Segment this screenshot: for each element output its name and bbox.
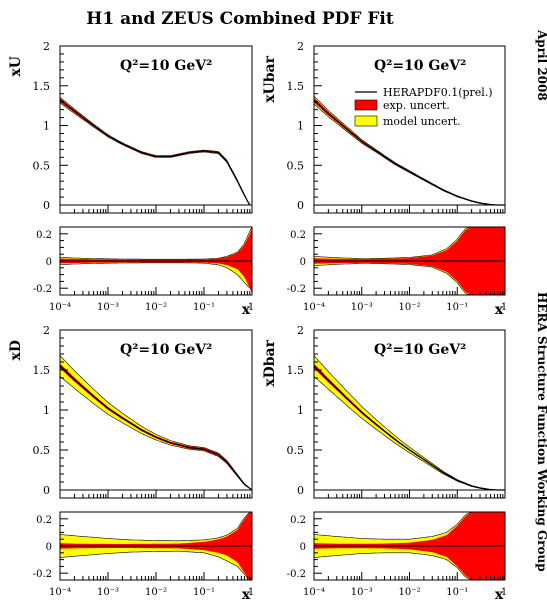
- legend-exp-swatch: [354, 99, 378, 111]
- x-tick-label: 10⁻²: [145, 302, 167, 313]
- exp-uncert-band: [314, 363, 505, 491]
- q2-annotation: Q²=10 GeV²: [374, 342, 466, 358]
- y-axis-label: xU: [8, 56, 24, 77]
- model-uncert-band: [60, 96, 251, 206]
- ratio-y-tick-label: 0.2: [36, 230, 52, 241]
- central-line: [60, 365, 252, 491]
- ratio-model-band: [60, 227, 252, 289]
- q2-annotation: Q²=10 GeV²: [374, 58, 466, 74]
- main-y-tick-label: 2: [43, 40, 50, 53]
- panel-top-left: 0 0.5 1 1.5 2 xU Q²=10 GeV² -0.2 0 0.2 10⁻⁴ 10⁻³ 10⁻…: [8, 40, 254, 318]
- central-line: [314, 99, 505, 206]
- x-tick-label: 10⁻¹: [446, 302, 468, 313]
- main-y-tick-label: 0: [297, 199, 304, 212]
- x-tick-label: 10⁻⁴: [303, 587, 325, 598]
- ratio-y-tick-label: -0.2: [33, 569, 52, 580]
- legend: HERAPDF0.1(prel.)exp. uncert. model uncer…: [354, 86, 493, 128]
- panel-bottom-left: 0 0.5 1 1.5 2 xD Q²=10 GeV² -0.2 0 0.2 10⁻⁴ 10⁻³ 10⁻…: [8, 324, 254, 603]
- ratio-y-tick-label: -0.2: [287, 569, 306, 580]
- legend-central-label: HERAPDF0.1(prel.): [383, 86, 493, 99]
- panel-bottom-right: 0 0.5 1 1.5 2 xDbar Q²=10 GeV² -0.2 0 0.2 10⁻⁴ 10⁻³…: [262, 324, 507, 603]
- central-line: [314, 365, 505, 491]
- x-axis-label: x: [495, 587, 504, 603]
- x-tick-label: 10⁻³: [351, 302, 373, 313]
- x-tick-label: 10⁻²: [398, 302, 420, 313]
- main-y-tick-label: 1.5: [287, 80, 305, 93]
- exp-uncert-band: [314, 97, 505, 206]
- main-y-tick-label: 1: [43, 120, 50, 133]
- main-y-tick-label: 1: [43, 404, 50, 417]
- x-axis-label: x: [242, 587, 251, 603]
- model-uncert-band: [314, 355, 505, 491]
- x-tick-label: 10⁻⁴: [49, 587, 71, 598]
- ratio-plot-area: [60, 227, 252, 294]
- main-plot-area: [60, 96, 251, 206]
- x-tick-label: 1: [248, 587, 254, 598]
- main-y-tick-label: 0.5: [33, 444, 51, 457]
- q2-annotation: Q²=10 GeV²: [120, 58, 212, 74]
- side-label-group: HERA Structure Function Working Group: [535, 292, 547, 572]
- legend-exp-label: exp. uncert.: [383, 99, 450, 112]
- figure-title: H1 and ZEUS Combined PDF Fit: [86, 9, 394, 29]
- model-uncert-band: [314, 95, 505, 206]
- ratio-y-tick-label: 0: [300, 542, 306, 553]
- panel-top-right: 0 0.5 1 1.5 2 xUbar Q²=10 GeV² -0.2 0 0.2 10⁻⁴ 10⁻³…: [262, 40, 507, 318]
- x-tick-label: 10⁻²: [398, 587, 420, 598]
- main-y-tick-label: 0: [297, 484, 304, 497]
- main-y-tick-label: 0.5: [287, 159, 305, 172]
- central-line: [60, 99, 251, 206]
- main-y-tick-label: 0.5: [33, 159, 51, 172]
- x-tick-label: 1: [248, 302, 254, 313]
- x-tick-label: 10⁻⁴: [49, 302, 71, 313]
- y-axis-label: xDbar: [262, 339, 278, 386]
- main-y-tick-label: 1: [297, 404, 304, 417]
- main-y-tick-label: 0: [43, 199, 50, 212]
- exp-uncert-band: [60, 363, 252, 490]
- main-y-tick-label: 2: [297, 40, 304, 53]
- model-uncert-band: [60, 355, 252, 491]
- x-tick-label: 1: [501, 302, 507, 313]
- legend-model-label: model uncert.: [383, 115, 461, 128]
- ratio-y-tick-label: 0: [46, 257, 52, 268]
- main-y-tick-label: 0: [43, 484, 50, 497]
- panels-container: 0 0.5 1 1.5 2 xU Q²=10 GeV² -0.2 0 0.2 10⁻⁴ 10⁻³ 10⁻…: [8, 40, 507, 603]
- main-y-tick-label: 2: [297, 324, 304, 337]
- x-tick-label: 10⁻¹: [446, 587, 468, 598]
- x-tick-label: 10⁻³: [351, 587, 373, 598]
- main-y-tick-label: 1.5: [33, 80, 51, 93]
- y-axis-label: xD: [8, 340, 24, 361]
- x-tick-label: 10⁻³: [97, 587, 119, 598]
- main-plot-area: [314, 95, 505, 206]
- ratio-y-tick-label: 0.2: [290, 230, 306, 241]
- exp-uncert-band: [60, 98, 250, 205]
- ratio-y-tick-label: 0.2: [36, 515, 52, 526]
- main-y-tick-label: 0.5: [287, 444, 305, 457]
- x-tick-label: 1: [501, 587, 507, 598]
- legend-model-swatch: [354, 115, 378, 127]
- x-tick-label: 10⁻³: [97, 302, 119, 313]
- ratio-y-tick-label: -0.2: [287, 284, 306, 295]
- main-y-tick-label: 2: [43, 324, 50, 337]
- ratio-y-tick-label: 0: [46, 542, 52, 553]
- x-axis-label: x: [242, 302, 251, 318]
- ratio-y-tick-label: 0: [300, 257, 306, 268]
- main-plot-area: [60, 355, 252, 491]
- x-tick-label: 10⁻¹: [193, 302, 215, 313]
- ratio-y-tick-label: 0.2: [290, 515, 306, 526]
- x-tick-label: 10⁻¹: [193, 587, 215, 598]
- x-tick-label: 10⁻²: [145, 587, 167, 598]
- x-tick-label: 10⁻⁴: [303, 302, 325, 313]
- main-y-tick-label: 1: [297, 120, 304, 133]
- ratio-y-tick-label: -0.2: [33, 284, 52, 295]
- y-axis-label: xUbar: [262, 55, 278, 102]
- main-y-tick-label: 1.5: [33, 364, 51, 377]
- main-y-tick-label: 1.5: [287, 364, 305, 377]
- q2-annotation: Q²=10 GeV²: [120, 342, 212, 358]
- x-axis-label: x: [495, 302, 504, 318]
- main-plot-area: [314, 355, 505, 491]
- side-label-date: April 2008: [535, 29, 547, 101]
